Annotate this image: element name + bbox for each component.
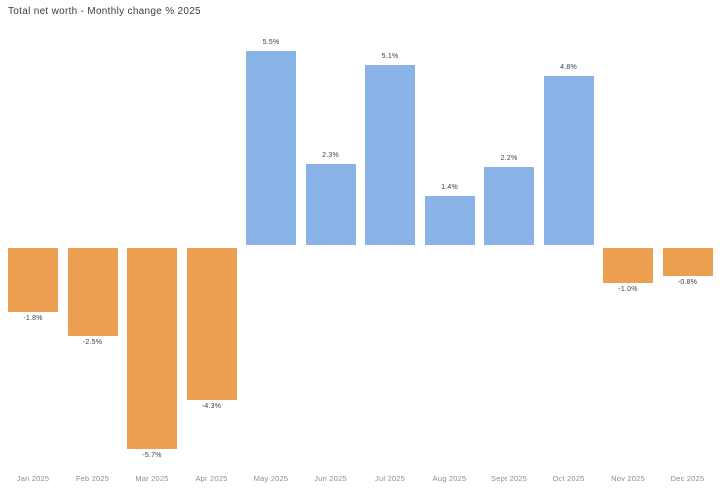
bar-jul-2025 bbox=[365, 65, 415, 245]
bar-value-label: 5.1% bbox=[381, 53, 399, 60]
bar-sept-2025 bbox=[484, 167, 534, 245]
bar-nov-2025 bbox=[603, 248, 653, 283]
bar-aug-2025 bbox=[424, 196, 475, 245]
bar-value-label: 1.4% bbox=[441, 184, 458, 191]
bar-mar-2025 bbox=[127, 248, 177, 449]
x-axis-label: Mar 2025 bbox=[135, 474, 169, 483]
x-axis-label: Oct 2025 bbox=[552, 474, 585, 483]
bar-value-label: -1.0% bbox=[618, 286, 638, 293]
x-axis-label: Sept 2025 bbox=[491, 474, 527, 483]
x-axis-label: Feb 2025 bbox=[75, 474, 110, 483]
bar-value-label: 2.3% bbox=[322, 152, 339, 159]
bar-value-label: 2.2% bbox=[500, 155, 518, 162]
bar-oct-2025 bbox=[543, 76, 594, 245]
x-axis-label: Aug 2025 bbox=[432, 474, 467, 483]
bar-value-label: 4.8% bbox=[560, 64, 577, 71]
x-axis-label: May 2025 bbox=[253, 474, 289, 483]
bar-may-2025 bbox=[246, 51, 296, 245]
bar-jan-2025 bbox=[8, 248, 58, 312]
x-axis-label: Dec 2025 bbox=[670, 474, 705, 483]
bar-value-label: 5.5% bbox=[262, 39, 280, 46]
chart-title: Total net worth - Monthly change % 2025 bbox=[8, 6, 201, 17]
bar-value-label: -1.8% bbox=[23, 315, 43, 322]
x-axis-label: Jan 2025 bbox=[16, 474, 50, 483]
x-axis-label: Apr 2025 bbox=[195, 474, 228, 483]
bar-value-label: -5.7% bbox=[142, 452, 162, 459]
x-axis-label: Jun 2025 bbox=[314, 474, 347, 483]
bar-value-label: -0.8% bbox=[677, 279, 698, 286]
bar-dec-2025 bbox=[662, 248, 713, 276]
x-axis-label: Nov 2025 bbox=[611, 474, 645, 483]
bar-value-label: -2.5% bbox=[82, 339, 103, 346]
bar-jun-2025 bbox=[305, 164, 356, 245]
x-axis-label: Jul 2025 bbox=[375, 474, 405, 483]
bar-value-label: -4.3% bbox=[201, 403, 222, 410]
bar-feb-2025 bbox=[67, 248, 118, 336]
bar-apr-2025 bbox=[186, 248, 237, 400]
